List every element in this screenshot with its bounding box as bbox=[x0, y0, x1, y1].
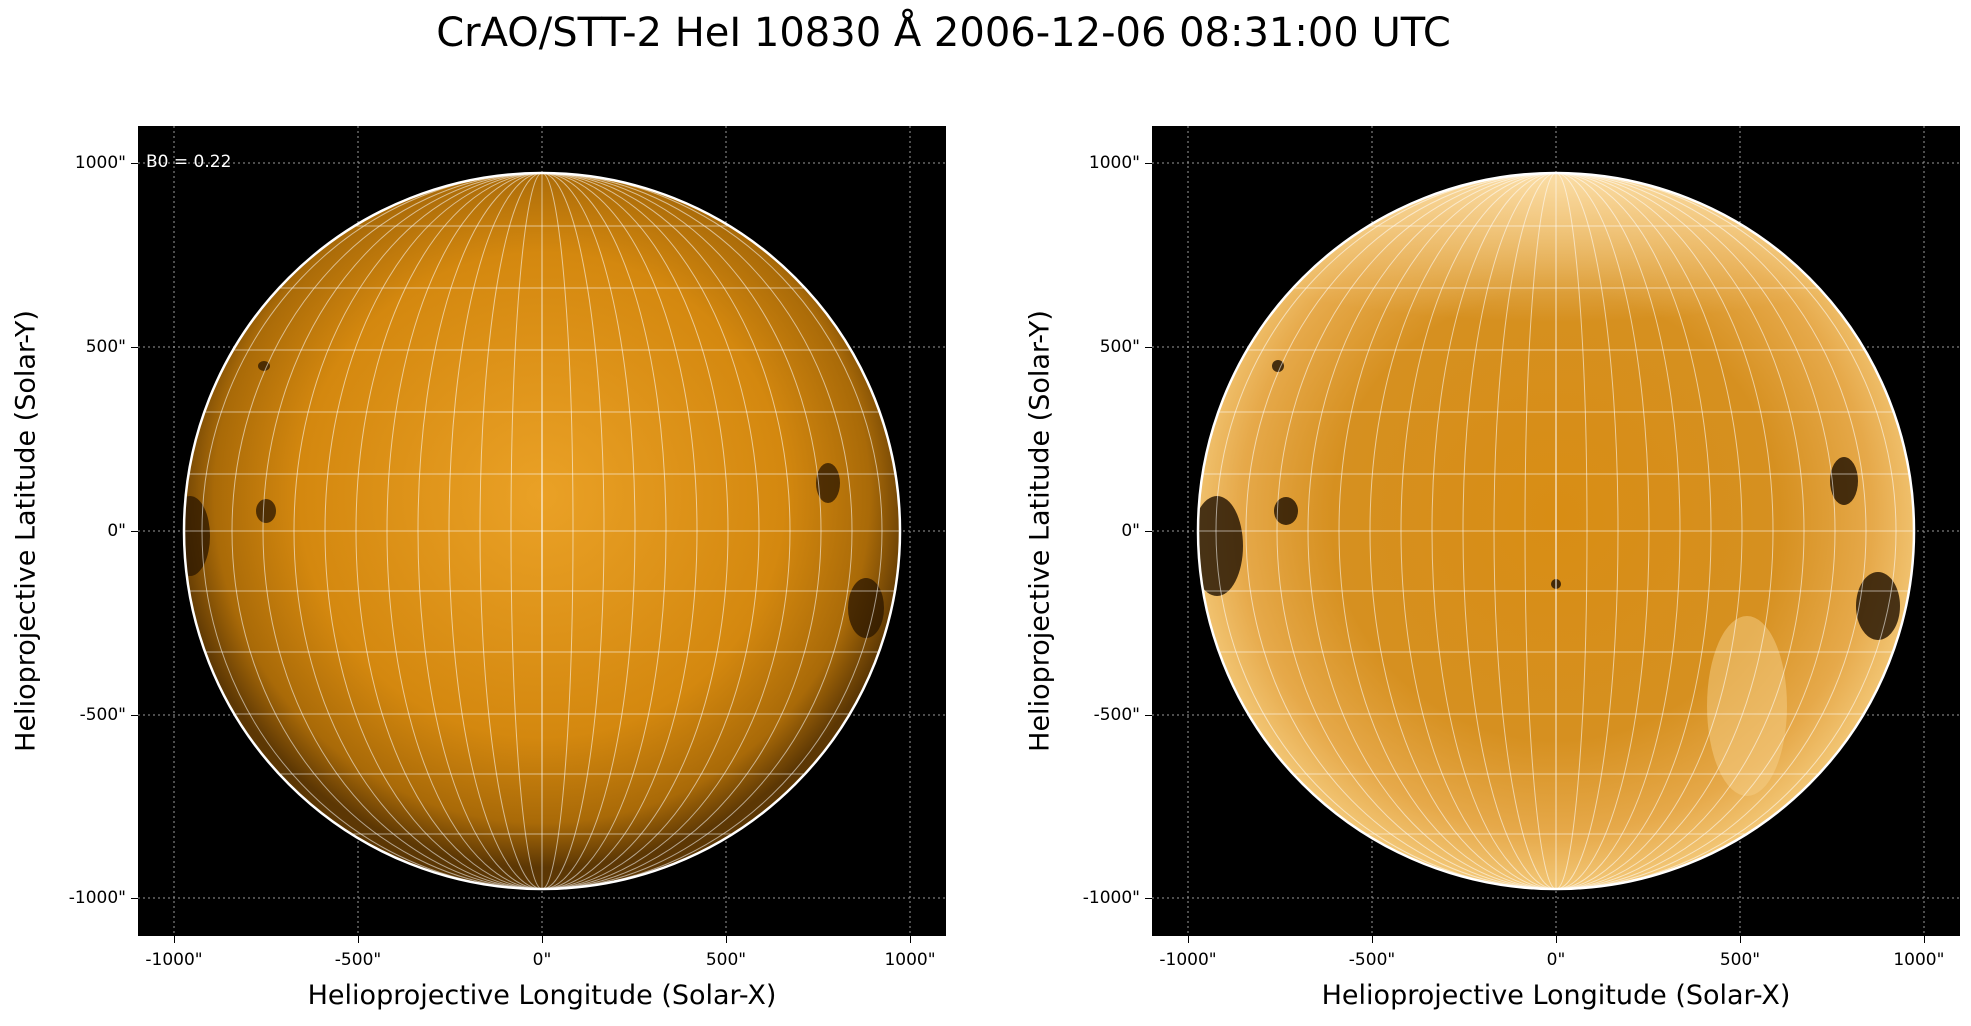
x-tickmark bbox=[910, 936, 911, 943]
y-tick-label: 500" bbox=[85, 337, 126, 357]
dark-features-right bbox=[1198, 360, 1900, 640]
solar-disk-right-svg bbox=[1152, 126, 1960, 936]
y-tick-label: 500" bbox=[1099, 337, 1140, 357]
x-axis-label: Helioprojective Longitude (Solar-X) bbox=[1321, 980, 1791, 1011]
y-tick-label: 1000" bbox=[1088, 153, 1140, 173]
y-axis-label: Helioprojective Latitude (Solar-Y) bbox=[1024, 310, 1056, 752]
x-tick-label: 0" bbox=[1546, 950, 1566, 970]
x-tick-label: 500" bbox=[705, 950, 747, 970]
y-tick-label: -500" bbox=[1093, 705, 1140, 725]
x-tickmark bbox=[1556, 936, 1557, 943]
solar-disk-left-svg bbox=[138, 126, 946, 936]
b0-label: B0 = 0.22 bbox=[146, 152, 232, 172]
solar-image-right bbox=[1152, 126, 1960, 936]
x-tickmark bbox=[174, 936, 175, 943]
y-tickmark bbox=[131, 898, 138, 899]
x-tick-label: 500" bbox=[1719, 950, 1761, 970]
y-tick-label: 0" bbox=[1121, 521, 1140, 541]
coordinate-grid-right bbox=[1198, 173, 1914, 889]
x-tick-label: -1000" bbox=[1159, 950, 1217, 970]
x-tickmark bbox=[1372, 936, 1373, 943]
x-tickmark bbox=[1740, 936, 1741, 943]
x-tickmark bbox=[542, 936, 543, 943]
y-tickmark bbox=[1145, 347, 1152, 348]
y-tick-label: -500" bbox=[79, 705, 126, 725]
x-axis-label: Helioprojective Longitude (Solar-X) bbox=[307, 980, 777, 1011]
y-tickmark bbox=[131, 715, 138, 716]
y-tickmark bbox=[1145, 898, 1152, 899]
x-tick-label: 0" bbox=[532, 950, 552, 970]
x-tick-label: -500" bbox=[1348, 950, 1396, 970]
y-tickmark bbox=[1145, 715, 1152, 716]
x-tick-label: -1000" bbox=[145, 950, 203, 970]
y-tick-label: 1000" bbox=[74, 153, 126, 173]
y-tickmark bbox=[131, 347, 138, 348]
dark-features-left bbox=[184, 361, 884, 638]
solar-limb-right bbox=[1196, 171, 1916, 891]
coordinate-grid-left bbox=[184, 173, 900, 889]
y-tickmark bbox=[131, 163, 138, 164]
x-tickmark bbox=[726, 936, 727, 943]
y-tick-label: -1000" bbox=[68, 888, 126, 908]
x-tick-label: 1000" bbox=[1893, 950, 1945, 970]
x-tick-label: 1000" bbox=[884, 950, 936, 970]
figure-title: CrAO/STT-2 HeI 10830 Å 2006-12-06 08:31:… bbox=[436, 10, 1451, 56]
x-tickmark bbox=[1924, 936, 1925, 943]
y-axis-label: Helioprojective Latitude (Solar-Y) bbox=[10, 310, 42, 752]
y-tickmark bbox=[1145, 531, 1152, 532]
y-tickmark bbox=[131, 531, 138, 532]
y-tickmark bbox=[1145, 163, 1152, 164]
solar-limb-left bbox=[182, 171, 902, 891]
x-tick-label: -500" bbox=[334, 950, 382, 970]
x-tickmark bbox=[358, 936, 359, 943]
y-tick-label: 0" bbox=[107, 521, 126, 541]
x-tickmark bbox=[1188, 936, 1189, 943]
y-tick-label: -1000" bbox=[1082, 888, 1140, 908]
solar-image-left: B0 = 0.22 bbox=[138, 126, 946, 936]
